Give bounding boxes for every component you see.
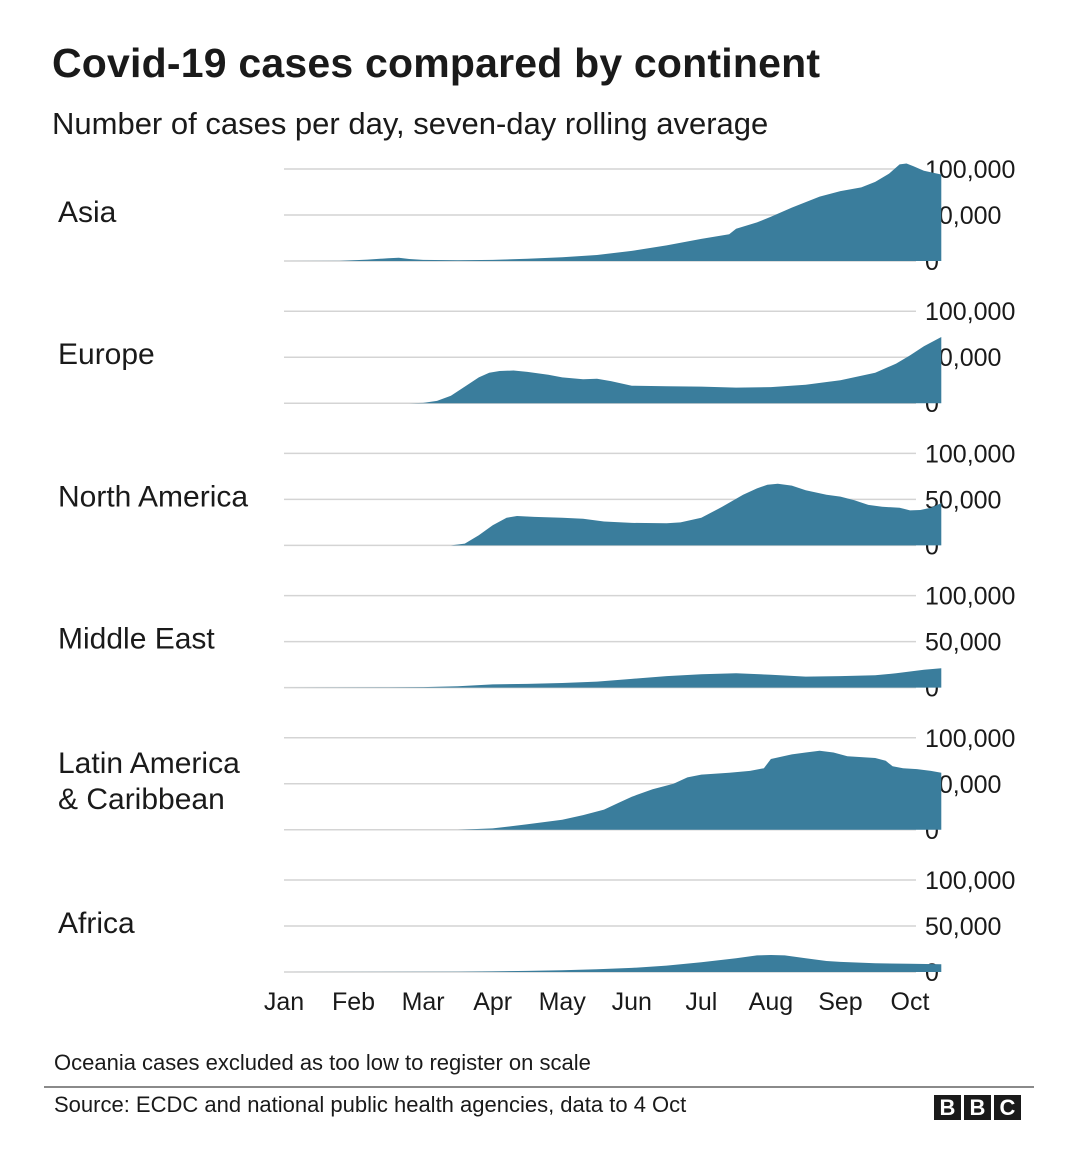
x-tick-label: Feb [332,988,375,1016]
y-tick-label: 50,000 [925,913,1001,941]
y-tick-label: 100,000 [925,725,1015,753]
y-tick-label: 100,000 [925,867,1015,895]
bbc-logo-letter: C [994,1095,1021,1120]
area-series [284,668,942,688]
y-tick-label: 50,000 [925,629,1001,657]
chart-subtitle: Number of cases per day, seven-day rolli… [52,106,769,141]
area-series [284,750,942,830]
y-tick-label: 0 [925,959,939,987]
series-label: Africa [58,907,135,940]
series-label: Middle East [58,623,215,656]
footer-divider [44,1086,1034,1088]
source-text: Source: ECDC and national public health … [54,1092,687,1117]
x-tick-label: May [539,988,587,1016]
bbc-logo: B B C [934,1095,1021,1120]
x-tick-label: Aug [749,988,793,1016]
chart-title: Covid-19 cases compared by continent [52,40,821,86]
y-tick-label: 100,000 [925,298,1015,326]
x-tick-label: Mar [402,988,445,1016]
footnote: Oceania cases excluded as too low to reg… [54,1050,591,1075]
bbc-logo-letter: B [934,1095,961,1120]
series-label: & Caribbean [58,783,225,816]
x-tick-label: Apr [473,988,512,1016]
area-series [284,337,942,404]
series-label: North America [58,480,248,513]
y-tick-label: 100,000 [925,583,1015,611]
x-tick-label: Jul [685,988,717,1016]
area-series [284,483,942,546]
x-tick-label: Jan [264,988,304,1016]
series-label: Asia [58,196,117,229]
x-tick-label: Oct [891,988,930,1016]
area-series [284,163,942,261]
area-series [284,955,942,972]
small-multiples-chart: 100,00050,0000Asia100,00050,0000Europe10… [58,156,1015,1016]
series-label: Latin America [58,747,240,780]
x-tick-label: Sep [818,988,862,1016]
x-tick-label: Jun [612,988,652,1016]
bbc-logo-letter: B [964,1095,991,1120]
y-tick-label: 100,000 [925,440,1015,468]
series-label: Europe [58,338,155,371]
